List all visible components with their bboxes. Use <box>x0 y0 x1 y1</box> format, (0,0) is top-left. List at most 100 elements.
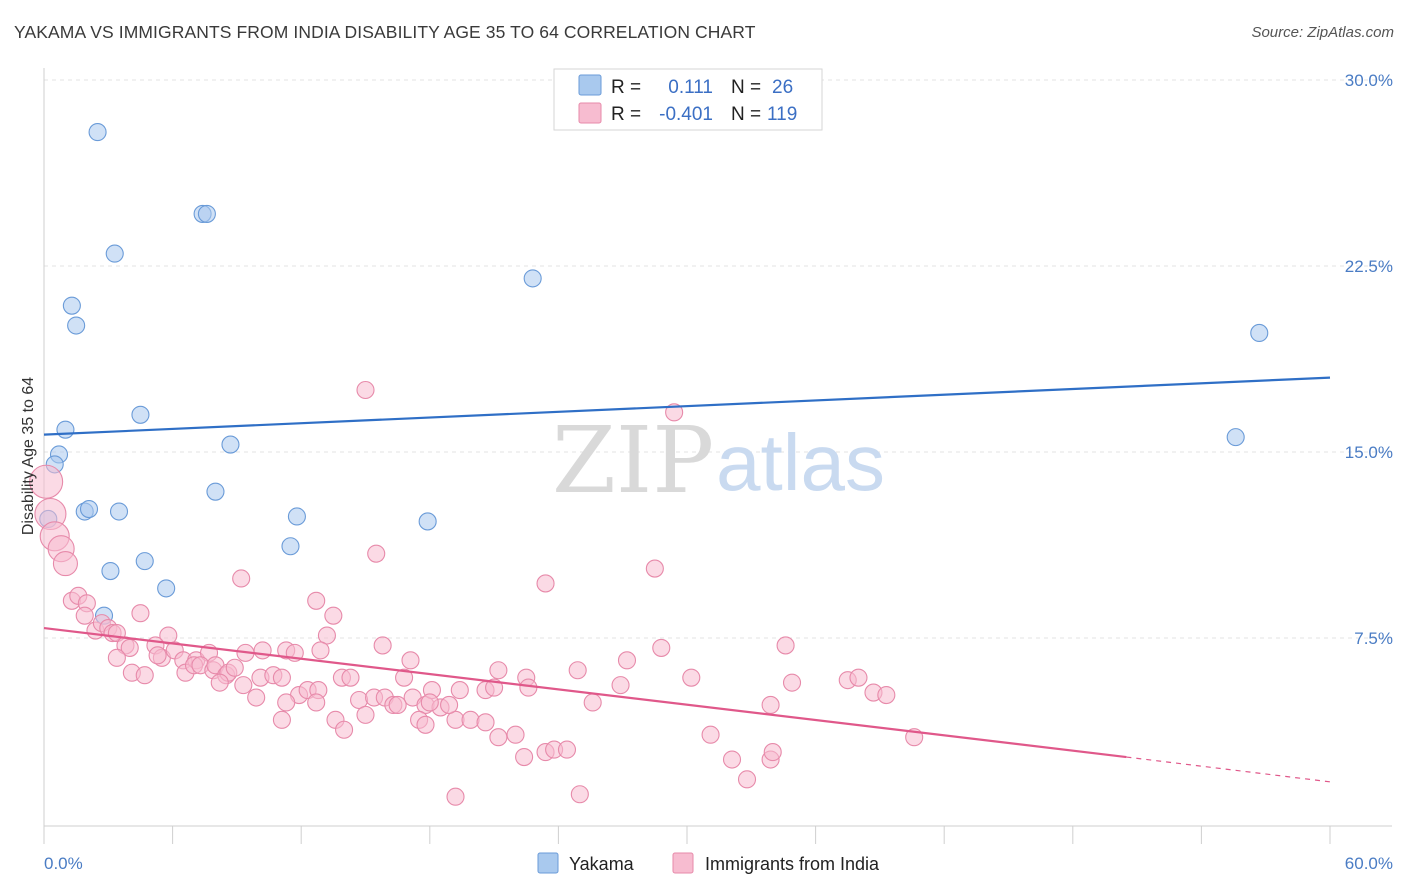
legend: R = 0.111 N = 26 R = -0.401 N = 119 <box>553 68 823 131</box>
india-point-102 <box>461 710 480 729</box>
bottom-legend-swatch-yakama <box>537 852 559 874</box>
india-point-99 <box>388 695 407 715</box>
india-point-4 <box>52 551 78 577</box>
watermark-atlas: atlas <box>716 418 885 507</box>
yakama-point-23 <box>101 561 120 581</box>
legend-r-label-india: R = <box>611 104 641 125</box>
y-tick-label-3: 30.0% <box>1345 71 1393 90</box>
india-point-72 <box>247 688 266 707</box>
india-point-45 <box>135 666 154 685</box>
yakama-point-16 <box>79 499 99 519</box>
india-point-5 <box>356 380 375 400</box>
india-point-34 <box>253 641 272 660</box>
yakama-point-8 <box>131 405 150 424</box>
india-point-93 <box>356 705 375 724</box>
india-point-70 <box>210 673 229 692</box>
yakama-point-9 <box>56 420 75 439</box>
india-point-9 <box>232 569 251 588</box>
yakama-point-5 <box>67 316 86 335</box>
y-tick-label-1: 15.0% <box>1345 443 1393 462</box>
india-point-40 <box>652 638 671 657</box>
india-point-89 <box>277 693 296 712</box>
yakama-point-18 <box>287 507 306 526</box>
india-point-112 <box>446 787 465 806</box>
india-point-90 <box>272 710 291 729</box>
india-point-85 <box>485 678 504 697</box>
india-point-8 <box>645 559 664 578</box>
source-credit: Source: ZipAtlas.com <box>1251 24 1394 41</box>
india-point-42 <box>617 651 637 670</box>
watermark-zip: ZIP <box>552 407 714 514</box>
yakama-point-4 <box>62 296 81 315</box>
india-point-17 <box>75 606 94 625</box>
india-point-83 <box>450 681 469 700</box>
india-point-39 <box>401 651 420 670</box>
x-tick-label-0: 0.0% <box>44 854 83 873</box>
india-point-60 <box>395 668 414 687</box>
india-point-118 <box>763 743 782 762</box>
legend-n-label-yakama: N = <box>731 77 761 98</box>
y-axis-label: Disability Age 35 to 64 <box>20 377 37 535</box>
india-point-59 <box>341 668 360 687</box>
legend-r-label-yakama: R = <box>611 77 641 98</box>
bottom-legend: Yakama Immigrants from India <box>537 852 880 874</box>
legend-r-value-india: -0.401 <box>659 104 713 125</box>
x-tick-labels: 0.0% 60.0% <box>44 854 1393 873</box>
india-point-115 <box>722 750 742 769</box>
chart-title: YAKAMA VS IMMIGRANTS FROM INDIA DISABILI… <box>14 22 756 42</box>
legend-r-value-yakama: 0.111 <box>668 77 713 98</box>
india-point-24 <box>317 626 336 645</box>
india-point-69 <box>877 685 896 705</box>
india-point-10 <box>536 574 555 593</box>
india-point-96 <box>416 715 435 734</box>
india-point-61 <box>489 661 508 680</box>
india-point-108 <box>489 728 508 747</box>
yakama-point-21 <box>281 537 300 556</box>
yakama-point-14 <box>206 482 225 501</box>
india-point-87 <box>583 693 602 712</box>
india-trend-line <box>43 626 1127 759</box>
yakama-point-17 <box>109 502 129 521</box>
yakama-point-22 <box>135 552 154 571</box>
x-tick-label-1: 60.0% <box>1345 854 1393 873</box>
india-point-14 <box>307 591 326 610</box>
yakama-point-13 <box>1226 428 1245 447</box>
india-point-0 <box>29 464 64 499</box>
india-point-41 <box>776 636 795 655</box>
india-point-6 <box>665 403 684 422</box>
india-point-65 <box>782 673 802 692</box>
india-point-107 <box>557 740 577 759</box>
india-point-100 <box>761 695 780 715</box>
india-point-109 <box>506 725 525 744</box>
legend-swatch-yakama <box>578 74 602 96</box>
india-point-54 <box>225 658 244 677</box>
yakama-point-0 <box>88 123 107 142</box>
axes <box>43 68 1392 844</box>
india-point-67 <box>849 668 868 687</box>
yakama-point-2 <box>197 204 216 223</box>
trend-lines <box>43 376 1331 783</box>
india-point-104 <box>420 693 439 712</box>
india-point-57 <box>272 668 291 687</box>
india-point-114 <box>570 785 589 804</box>
india-point-116 <box>737 770 757 789</box>
india-point-26 <box>120 638 139 657</box>
india-point-7 <box>367 544 386 563</box>
india-point-64 <box>682 668 701 687</box>
india-point-46 <box>148 646 167 665</box>
india-point-76 <box>307 693 326 712</box>
legend-n-label-india: N = <box>731 104 761 125</box>
gridlines <box>44 79 1392 639</box>
yakama-point-24 <box>157 579 176 598</box>
india-point-43 <box>107 648 126 667</box>
y-tick-labels: 7.5% 15.0% 22.5% 30.0% <box>1345 71 1393 648</box>
india-point-37 <box>311 641 330 660</box>
yakama-point-3 <box>105 244 124 263</box>
yakama-point-12 <box>221 435 240 454</box>
india-point-71 <box>234 676 253 695</box>
india-point-110 <box>701 725 720 744</box>
legend-swatch-india <box>578 102 602 124</box>
india-point-101 <box>440 695 459 715</box>
yakama-point-6 <box>523 269 542 288</box>
